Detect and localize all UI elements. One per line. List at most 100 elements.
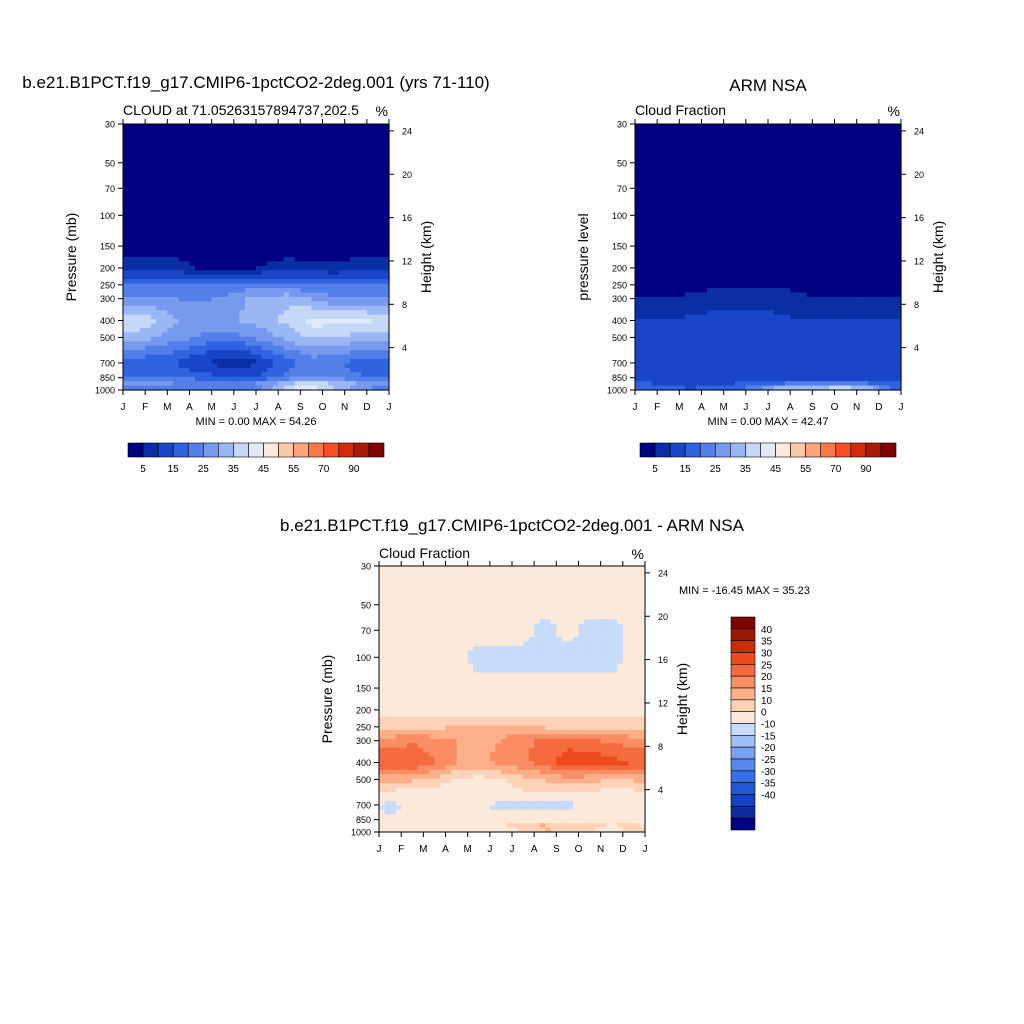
panel-obs-cell [773, 292, 780, 298]
panel-model-cell [161, 279, 168, 285]
panel-model-cell [134, 252, 141, 258]
panel-obs-cell [729, 128, 736, 134]
panel-model-ylabel: Pressure (mb) [63, 213, 79, 302]
panel-model-cell [167, 314, 174, 320]
panel-obs-cell [718, 248, 725, 254]
panel-obs-cell [646, 239, 653, 245]
panel-model-cell [377, 296, 385, 302]
panel-model-cell [161, 137, 168, 143]
panel-obs-cell [734, 163, 741, 169]
panel-obs-cell [734, 239, 741, 245]
panel-obs-cell [718, 155, 725, 161]
panel-model-cell [222, 323, 229, 329]
panel-obs-cell [873, 132, 880, 138]
panel-model-cell [206, 177, 213, 183]
panel-model-cell [161, 385, 168, 391]
panel-model-cell [239, 274, 246, 280]
panel-obs-cell [889, 212, 897, 218]
panel-model-cell [333, 168, 340, 174]
panel-obs-cell [668, 288, 675, 294]
panel-obs-cell [707, 270, 714, 276]
panel-model-cell [139, 146, 146, 152]
panel-model-cell [228, 279, 235, 285]
panel-model-cell [139, 314, 146, 320]
panel-model-cell [289, 203, 296, 209]
panel-obs-cell [657, 296, 664, 302]
panel-model-cell [355, 172, 362, 178]
panel-model-cell [289, 367, 296, 373]
panel-obs-cell [745, 155, 752, 161]
panel-model-cell [272, 128, 279, 134]
panel-obs-cell [756, 243, 764, 249]
panel-model-cell [339, 234, 346, 240]
panel-model-cell [344, 208, 351, 214]
panel-obs-cell [635, 292, 642, 298]
panel-model-cell [178, 301, 185, 307]
panel-model-cell [156, 323, 163, 329]
panel-obs-cell [751, 274, 758, 280]
panel-model-xtick-label: M [163, 402, 171, 413]
panel-model-cell [139, 270, 146, 276]
panel-model-cell [200, 141, 207, 147]
panel-obs-cell [834, 274, 841, 280]
panel-model-cell [195, 181, 202, 187]
panel-obs-cell [635, 212, 642, 218]
panel-obs-cell [640, 194, 647, 200]
panel-model-cell [189, 141, 196, 147]
panel-obs-cell [840, 239, 847, 245]
panel-model-cell [172, 385, 180, 391]
panel-model-cell [289, 363, 296, 369]
panel-model-cell [267, 132, 274, 138]
panel-model-cell [200, 177, 207, 183]
panel-obs-cell [851, 301, 858, 307]
panel-obs-cell [884, 221, 891, 227]
panel-obs-cell [662, 292, 669, 298]
panel-obs-cell [867, 217, 874, 223]
panel-model-cell [261, 181, 268, 187]
panel-model-cell [294, 190, 301, 196]
panel-obs-cell [834, 234, 841, 240]
panel-obs-cell [695, 221, 703, 227]
panel-model-cell [183, 239, 191, 245]
panel-model-cell [339, 296, 346, 302]
panel-model-cell [217, 296, 224, 302]
panel-model-cell [250, 314, 257, 320]
panel-model-cell [167, 283, 174, 289]
panel-model-cell [150, 327, 157, 333]
panel-model-cell [156, 177, 163, 183]
panel-obs-cell [635, 181, 642, 187]
panel-model-cell [383, 163, 390, 169]
panel-obs-cell [801, 172, 808, 178]
panel-model-cell [250, 217, 257, 223]
panel-model-cell [172, 257, 180, 263]
panel-obs-cell [851, 239, 858, 245]
panel-model-cell [233, 239, 240, 245]
panel-model-cell [123, 354, 130, 360]
panel-model-cell [311, 327, 318, 333]
panel-model-cell [139, 354, 146, 360]
panel-obs-cell [856, 208, 863, 214]
panel-obs-cell [723, 177, 730, 183]
panel-model-cell [305, 239, 313, 245]
panel-model-cell [305, 159, 313, 165]
panel-model-cell [316, 221, 324, 227]
panel-model-cell [355, 274, 362, 280]
panel-model-cell [344, 212, 351, 218]
panel-obs-cell [712, 181, 719, 187]
panel-model-cell [145, 261, 152, 267]
panel-model-cell [300, 177, 307, 183]
panel-obs-cell [812, 217, 819, 223]
panel-obs-cell [640, 225, 647, 231]
panel-model-cell [344, 363, 351, 369]
panel-model-cell [300, 376, 307, 382]
panel-model-cell [128, 327, 135, 333]
panel-model-cell [134, 124, 141, 130]
panel-obs-cell [784, 150, 791, 156]
panel-model-cell [305, 203, 313, 209]
panel-model-cell [372, 208, 379, 214]
panel-model-cell [233, 163, 240, 169]
panel-obs-cell [712, 234, 719, 240]
panel-model-cell [294, 243, 301, 249]
panel-obs-cell [723, 203, 730, 209]
panel-obs-cell [662, 221, 669, 227]
